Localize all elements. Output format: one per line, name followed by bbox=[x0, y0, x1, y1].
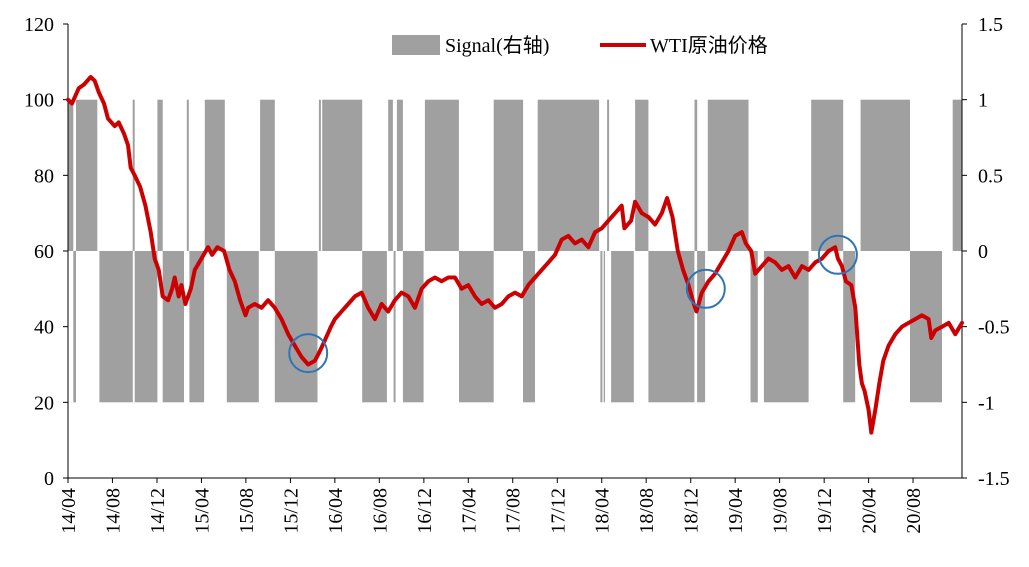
signal-bar-14 bbox=[318, 99, 321, 251]
x-tick-label-4: 15/08 bbox=[236, 488, 258, 534]
right-tick-label-5: 1 bbox=[978, 90, 988, 112]
signal-bar-28 bbox=[607, 99, 610, 251]
x-tick-label-18: 20/04 bbox=[859, 488, 881, 534]
annotation-circle-0 bbox=[288, 333, 329, 374]
signal-bar-20 bbox=[402, 251, 424, 403]
signal-bar-33 bbox=[697, 251, 706, 403]
legend-wti-label: WTI原油价格 bbox=[650, 34, 768, 57]
x-tick-label-6: 16/04 bbox=[325, 488, 347, 534]
signal-bar-2 bbox=[76, 99, 98, 251]
signal-bar-36 bbox=[763, 251, 809, 403]
x-tick-label-10: 17/08 bbox=[503, 488, 525, 534]
left-tick-label-2: 40 bbox=[34, 317, 54, 339]
right-tick-label-0: -1.5 bbox=[978, 468, 1010, 490]
signal-bar-32 bbox=[694, 99, 698, 251]
signal-bar-31 bbox=[648, 251, 695, 403]
annotation-circles bbox=[288, 234, 858, 374]
x-tick-label-5: 15/12 bbox=[280, 488, 302, 534]
signal-bar-23 bbox=[493, 99, 524, 251]
signal-bar-12 bbox=[260, 99, 275, 251]
annotation-circle-2 bbox=[817, 234, 858, 275]
signal-bar-22 bbox=[459, 251, 494, 403]
signal-bar-19 bbox=[396, 99, 403, 251]
left-tick-label-0: 0 bbox=[44, 468, 54, 490]
signal-bar-34 bbox=[707, 99, 749, 251]
signal-bar-6 bbox=[157, 99, 163, 251]
x-tick-label-13: 18/08 bbox=[636, 488, 658, 534]
x-tick-label-2: 14/12 bbox=[147, 488, 169, 534]
right-tick-label-6: 1.5 bbox=[978, 14, 1003, 36]
left-tick-label-6: 120 bbox=[24, 14, 54, 36]
signal-bar-0 bbox=[68, 99, 74, 251]
wti-price-line bbox=[66, 75, 964, 435]
signal-bar-3 bbox=[99, 251, 133, 403]
signal-bar-10 bbox=[204, 99, 225, 251]
legend-signal-swatch bbox=[392, 35, 440, 55]
x-tick-label-12: 18/04 bbox=[592, 488, 614, 534]
x-tick-label-1: 14/08 bbox=[102, 488, 124, 534]
signal-bars bbox=[68, 99, 962, 403]
signal-bar-30 bbox=[635, 99, 649, 251]
right-tick-label-3: 0 bbox=[978, 241, 988, 263]
signal-bar-24 bbox=[523, 251, 535, 403]
right-tick-label-4: 0.5 bbox=[978, 165, 1003, 187]
right-tick-label-2: -0.5 bbox=[978, 317, 1010, 339]
signal-bar-7 bbox=[162, 251, 184, 403]
signal-bar-27 bbox=[603, 251, 605, 403]
legend-signal-label: Signal(右轴) bbox=[445, 34, 549, 57]
signal-bar-15 bbox=[322, 99, 363, 251]
x-tick-label-3: 15/04 bbox=[191, 488, 213, 534]
x-tick-label-14: 18/12 bbox=[681, 488, 703, 534]
signal-bar-25 bbox=[537, 99, 600, 251]
x-tick-label-7: 16/08 bbox=[369, 488, 391, 534]
signal-bar-37 bbox=[811, 99, 844, 251]
signal-bar-16 bbox=[362, 251, 387, 403]
signal-bar-18 bbox=[393, 251, 396, 403]
x-tick-label-19: 20/08 bbox=[903, 488, 925, 534]
annotation-circle-1 bbox=[685, 268, 726, 309]
legend: Signal(右轴) WTI原油价格 bbox=[392, 34, 768, 57]
x-tick-label-9: 17/04 bbox=[458, 488, 480, 534]
x-tick-label-16: 19/08 bbox=[770, 488, 792, 534]
signal-bar-17 bbox=[388, 99, 393, 251]
right-axis-ticks: -1.5 -1 -0.5 0 0.5 1 1.5 bbox=[962, 14, 1010, 490]
signal-bar-40 bbox=[910, 251, 942, 403]
signal-bar-26 bbox=[600, 251, 603, 403]
x-tick-label-17: 19/12 bbox=[814, 488, 836, 534]
signal-bar-9 bbox=[189, 251, 205, 403]
x-tick-label-15: 19/04 bbox=[725, 488, 747, 534]
signal-bar-8 bbox=[186, 99, 189, 251]
right-tick-label-1: -1 bbox=[978, 392, 995, 414]
left-tick-label-5: 100 bbox=[24, 90, 54, 112]
x-tick-label-0: 14/04 bbox=[58, 488, 80, 534]
signal-bar-41 bbox=[952, 99, 962, 251]
signal-bar-29 bbox=[611, 251, 634, 403]
signal-bar-39 bbox=[860, 99, 910, 251]
left-axis-ticks: 0 20 40 60 80 100 120 bbox=[24, 14, 68, 490]
signal-bar-13 bbox=[274, 251, 318, 403]
signal-bar-35 bbox=[750, 251, 758, 403]
left-tick-label-3: 60 bbox=[34, 241, 54, 263]
left-tick-label-1: 20 bbox=[34, 392, 54, 414]
x-tick-label-8: 16/12 bbox=[414, 488, 436, 534]
signal-bar-5 bbox=[134, 251, 158, 403]
left-tick-label-4: 80 bbox=[34, 165, 54, 187]
x-axis-ticks: 14/04 14/08 14/12 15/04 15/08 15/12 16/04 16/08… bbox=[58, 478, 925, 534]
signal-bar-1 bbox=[73, 251, 76, 403]
x-tick-label-11: 17/12 bbox=[547, 488, 569, 534]
signal-bar-21 bbox=[424, 99, 459, 251]
